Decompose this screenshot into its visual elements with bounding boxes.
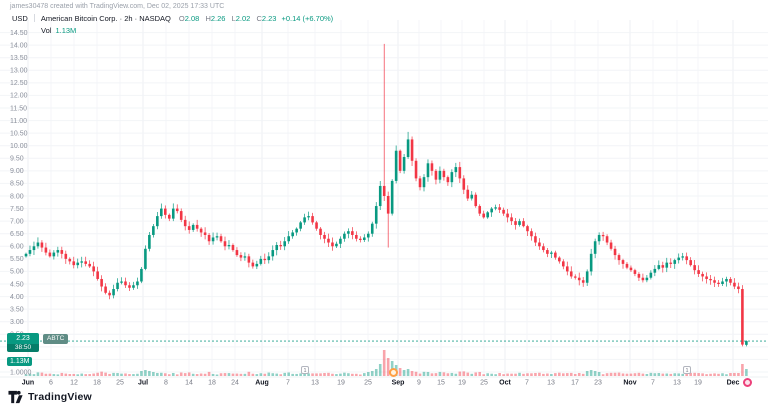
- time-tick-label: Dec: [727, 380, 740, 387]
- price-tick-label-bottom: 1.0000: [10, 369, 32, 376]
- time-tick-label: 13: [311, 380, 319, 387]
- time-tick-label: 8: [164, 380, 168, 387]
- price-tick-label: 8.00: [10, 193, 24, 200]
- time-tick-label: Sep: [392, 380, 405, 387]
- price-tick-label: 13.00: [10, 68, 28, 75]
- open-value: 2.08: [184, 13, 200, 23]
- time-tick-label: 7: [651, 380, 655, 387]
- current-price-badge: 2.23 38:50: [7, 333, 39, 352]
- open-label: O: [178, 13, 185, 23]
- price-tick-label: 6.00: [10, 244, 24, 251]
- high-label: H: [205, 13, 211, 23]
- time-tick-label: 13: [673, 380, 681, 387]
- price-tick-label: 12.00: [10, 93, 28, 100]
- candlestick-layer: [24, 43, 748, 347]
- price-tick-label: 4.50: [10, 281, 24, 288]
- earnings-marker-sep[interactable]: [389, 368, 398, 377]
- high-value: 2.26: [210, 13, 226, 23]
- price-tick-label: 4.00: [10, 294, 24, 301]
- time-tick-label: 19: [337, 380, 345, 387]
- change-value: +0.14 (+6.70%): [281, 13, 334, 23]
- currency-label: USD: [12, 13, 28, 23]
- price-tick-label: 9.00: [10, 168, 24, 175]
- price-tick-label: 10.50: [10, 130, 28, 137]
- price-tick-label: 14.00: [10, 42, 28, 49]
- price-tick-label: 5.50: [10, 256, 24, 263]
- time-tick-label: 25: [364, 380, 372, 387]
- symbol-title[interactable]: American Bitcoin Corp. · 2h · NASDAQ: [40, 13, 171, 23]
- low-value: 2.02: [235, 13, 251, 23]
- time-tick-label: 19: [694, 380, 702, 387]
- attribution-text: james30478 created with TradingView.com,…: [10, 3, 225, 10]
- price-tick-label: 10.00: [10, 143, 28, 150]
- time-tick-label: 15: [437, 380, 445, 387]
- price-tick-label: 8.50: [10, 181, 24, 188]
- price-tick-label: 7.00: [10, 218, 24, 225]
- time-tick-label: 24: [231, 380, 239, 387]
- time-tick-label: 18: [208, 380, 216, 387]
- symbol-scale-badge: ABTC: [43, 334, 69, 344]
- price-tick-label: 12.50: [10, 80, 28, 87]
- volume-layer: [24, 350, 748, 376]
- time-tick-label: 17: [571, 380, 579, 387]
- time-tick-label: 9: [417, 380, 421, 387]
- price-tick-label: 11.00: [10, 118, 27, 125]
- price-tick-label: 6.50: [10, 231, 24, 238]
- time-tick-label: Nov: [623, 380, 636, 387]
- time-tick-label: 7: [525, 380, 529, 387]
- volume-value: 1.13M: [55, 25, 77, 35]
- time-tick-label: Oct: [499, 380, 511, 387]
- time-tick-label: Jun: [22, 380, 34, 387]
- time-tick-label: 7: [286, 380, 290, 387]
- time-tick-label: 13: [547, 380, 555, 387]
- ohlc-values: O2.08 H2.26 L2.02 C2.23: [175, 14, 277, 23]
- current-price-value: 2.23: [16, 335, 30, 342]
- tradingview-logo-icon: [8, 390, 23, 404]
- time-tick-label: 25: [480, 380, 488, 387]
- legend-volume-row: Vol 1.13M: [12, 25, 333, 35]
- price-tick-label: 9.50: [10, 156, 24, 163]
- time-scale[interactable]: Jun 6 12 18 25 Jul 8 14 18 24 Aug 7 13 19 25 Sep 9 15 19 25…: [22, 380, 740, 387]
- legend-divider: [33, 14, 35, 22]
- time-tick-label: 18: [93, 380, 101, 387]
- volume-label: Vol: [41, 25, 52, 35]
- chart-legend: USD American Bitcoin Corp. · 2h · NASDAQ…: [12, 13, 333, 35]
- price-tick-label: 13.50: [10, 55, 28, 62]
- price-tick-label: 5.00: [10, 269, 24, 276]
- time-tick-label: 19: [458, 380, 466, 387]
- time-tick-label: 6: [49, 380, 53, 387]
- close-value: 2.23: [261, 13, 277, 23]
- price-tick-label: 14.50: [10, 30, 28, 37]
- bar-countdown: 38:50: [7, 344, 39, 352]
- tradingview-footer-logo[interactable]: TradingView: [8, 390, 92, 404]
- volume-scale-badge: 1.13M: [7, 357, 33, 366]
- earnings-marker-dec[interactable]: [743, 378, 752, 387]
- tradingview-wordmark: TradingView: [28, 391, 92, 403]
- time-tick-label: Jul: [138, 380, 148, 387]
- low-label: L: [231, 13, 236, 23]
- price-tick-label: 3.00: [10, 319, 24, 326]
- legend-main-row: USD American Bitcoin Corp. · 2h · NASDAQ…: [12, 13, 333, 23]
- time-tick-label: 23: [594, 380, 602, 387]
- time-tick-label: 25: [116, 380, 124, 387]
- time-tick-label: Aug: [255, 380, 269, 387]
- time-tick-label: 14: [185, 380, 193, 387]
- price-tick-label: 11.50: [10, 105, 27, 112]
- price-tick-label: 7.50: [10, 206, 24, 213]
- time-tick-label: 12: [70, 380, 78, 387]
- event-marker-square-aug[interactable]: 1: [301, 366, 309, 374]
- price-tick-label: 3.50: [10, 306, 24, 313]
- event-marker-square-nov[interactable]: 1: [683, 366, 691, 374]
- close-label: C: [256, 13, 262, 23]
